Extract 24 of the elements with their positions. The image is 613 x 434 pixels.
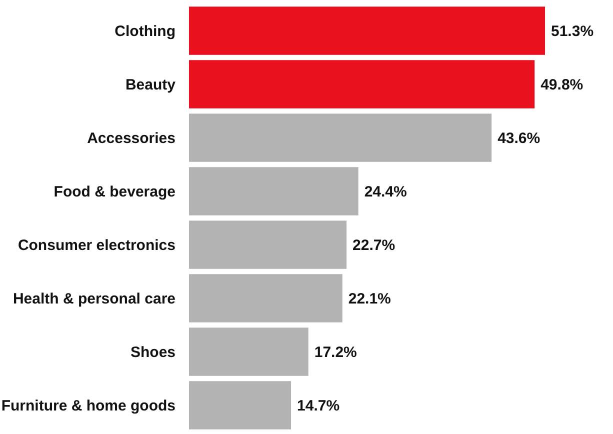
- y-tick-label: Furniture & home goods: [1, 397, 176, 414]
- data-label: 49.8%: [540, 76, 584, 94]
- y-tick-label: Health & personal care: [12, 290, 176, 308]
- bar: [189, 220, 347, 269]
- bar: [189, 60, 535, 108]
- data-label: 43.6%: [498, 130, 540, 147]
- bar: [189, 381, 292, 430]
- bar: [189, 274, 342, 322]
- bar: [189, 114, 492, 162]
- data-label: 17.2%: [314, 344, 357, 361]
- data-label: 22.7%: [352, 236, 396, 254]
- bar: [189, 328, 308, 376]
- y-tick-label: Beauty: [125, 76, 176, 94]
- data-label: 14.7%: [297, 397, 340, 414]
- y-tick-label: Accessories: [87, 130, 176, 147]
- bar: [189, 6, 545, 55]
- bar: [189, 167, 358, 216]
- y-tick-label: Clothing: [114, 22, 176, 40]
- data-label: 24.4%: [364, 183, 407, 200]
- data-label: 22.1%: [348, 290, 391, 308]
- y-tick-label: Consumer electronics: [18, 236, 176, 254]
- data-label: 51.3%: [551, 22, 594, 40]
- y-tick-label: Shoes: [130, 344, 176, 361]
- y-tick-label: Food & beverage: [54, 183, 176, 200]
